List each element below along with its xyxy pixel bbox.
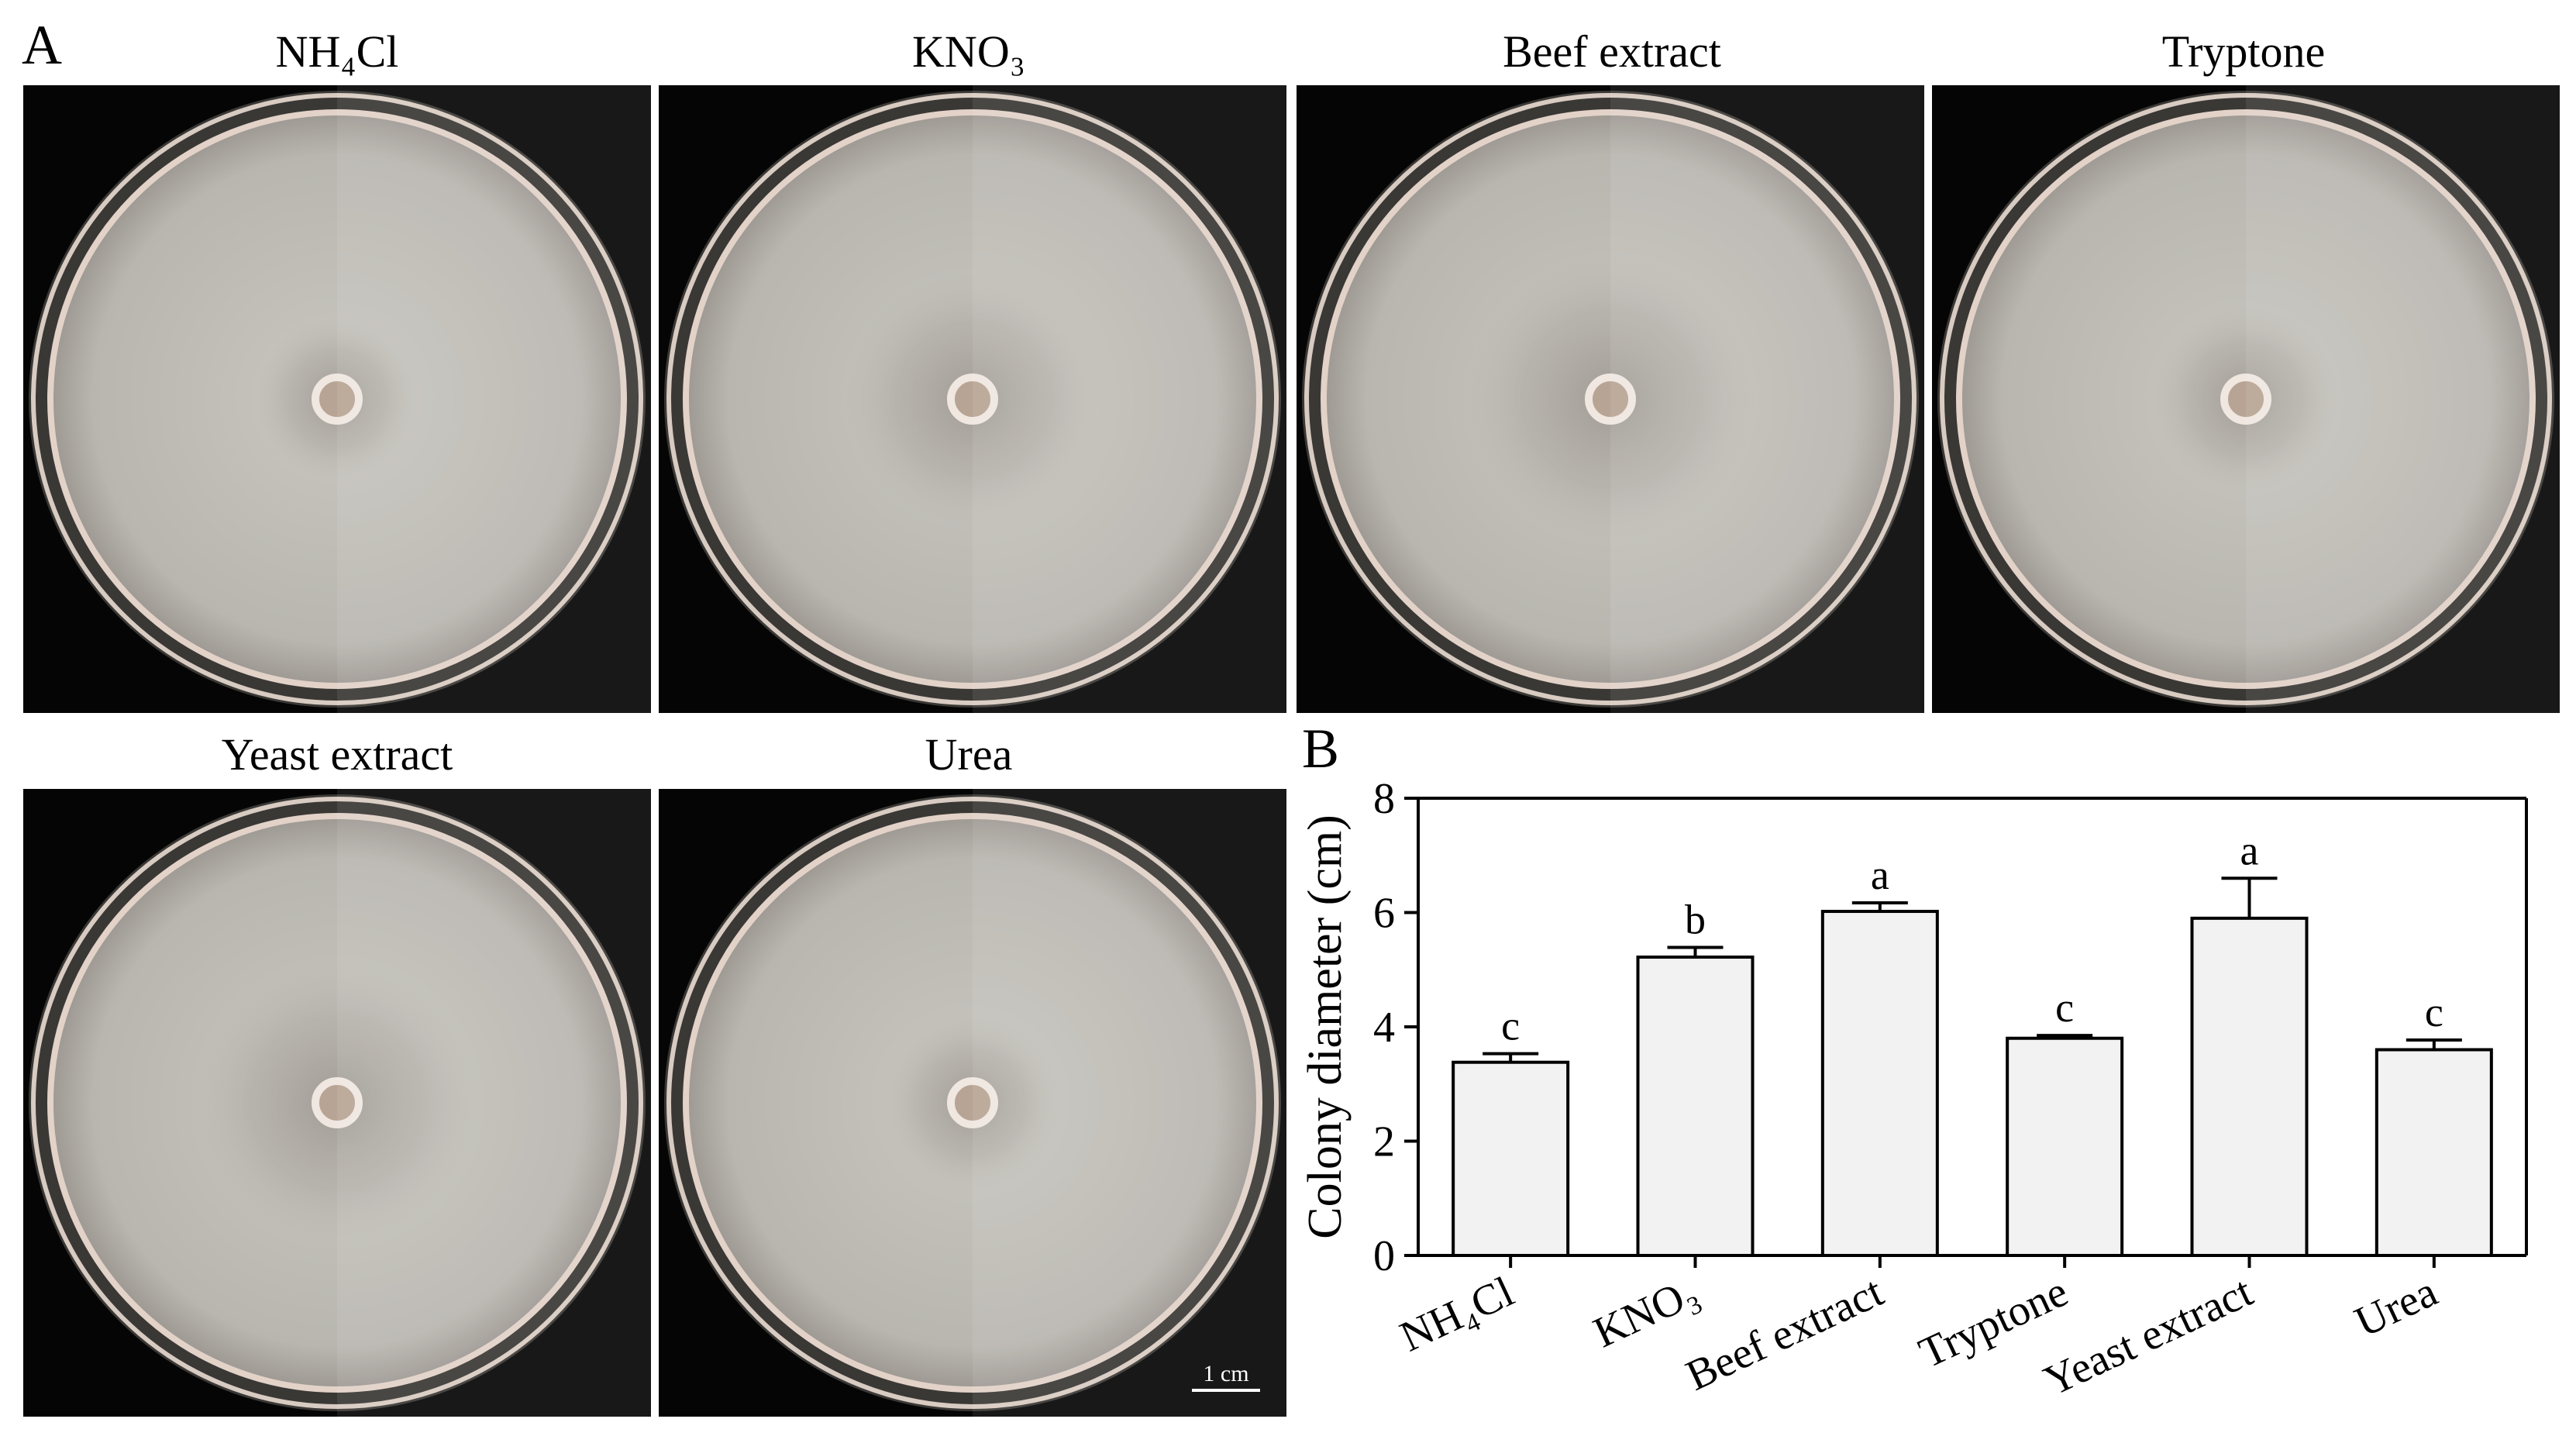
category-label-0: NH₄Cl <box>1393 1268 1520 1362</box>
plate-photo-beef-extract <box>1297 85 1924 713</box>
inoculum-plug <box>1585 374 1636 425</box>
category-label-4: Yeast extract <box>2037 1267 2261 1405</box>
scale-bar-label: 1 cm <box>1203 1361 1249 1386</box>
panel-b-letter: B <box>1302 718 1340 780</box>
inoculum-plug <box>2220 374 2271 425</box>
panel-a-letter: A <box>22 14 62 76</box>
inoculum-plug <box>947 374 998 425</box>
plate-photo-urea: 1 cm <box>659 789 1286 1417</box>
bar-3 <box>2006 1036 2124 1257</box>
image-split-half <box>973 789 1286 1417</box>
y-tick-label-4: 8 <box>1373 775 1395 823</box>
significance-letter-3: c <box>2055 984 2074 1031</box>
category-label-5: Urea <box>2348 1268 2445 1347</box>
y-tick-label-3: 6 <box>1373 890 1395 938</box>
image-split-half <box>337 789 651 1417</box>
image-split-half <box>973 85 1286 713</box>
plate-photo-tryptone <box>1932 85 2560 713</box>
scale-bar-line <box>1192 1389 1260 1392</box>
inoculum-plug <box>312 1077 363 1128</box>
plate-title-kno3: KNO₃ <box>912 26 1025 77</box>
bar-4 <box>2190 916 2309 1257</box>
category-label-1: KNO₃ <box>1586 1268 1706 1358</box>
significance-letter-5: c <box>2425 989 2443 1035</box>
y-axis-label: Colony diameter (cm) <box>1299 814 1352 1239</box>
image-split-half <box>337 85 651 713</box>
plate-photo-yeast-extract <box>23 789 651 1417</box>
plate-photo-kno3 <box>659 85 1286 713</box>
y-tick-label-2: 4 <box>1373 1004 1395 1052</box>
category-label-2: Beef extract <box>1679 1267 1891 1400</box>
inoculum-plug <box>312 374 363 425</box>
plate-title-nh4cl: NH₄Cl <box>275 26 399 77</box>
significance-letter-4: a <box>2240 827 2259 873</box>
plate-title-urea: Urea <box>925 729 1013 780</box>
significance-letter-1: b <box>1685 896 1706 942</box>
bar-0 <box>1452 1060 1570 1257</box>
bar-1 <box>1636 956 1755 1257</box>
inoculum-plug <box>947 1077 998 1128</box>
scale-bar: 1 cm <box>1192 1362 1260 1392</box>
plate-title-yeast-extract: Yeast extract <box>221 729 453 780</box>
significance-letter-0: c <box>1501 1003 1520 1049</box>
plate-title-tryptone: Tryptone <box>2161 26 2326 77</box>
plate-title-beef-extract: Beef extract <box>1503 26 1721 77</box>
bar-5 <box>2375 1048 2493 1257</box>
bar-2 <box>1820 910 1939 1257</box>
y-tick-label-0: 0 <box>1373 1232 1395 1280</box>
image-split-half <box>1610 85 1924 713</box>
significance-letter-2: a <box>1871 852 1889 898</box>
y-tick-label-1: 2 <box>1373 1118 1395 1166</box>
plate-photo-nh4cl <box>23 85 651 713</box>
image-split-half <box>2246 85 2560 713</box>
